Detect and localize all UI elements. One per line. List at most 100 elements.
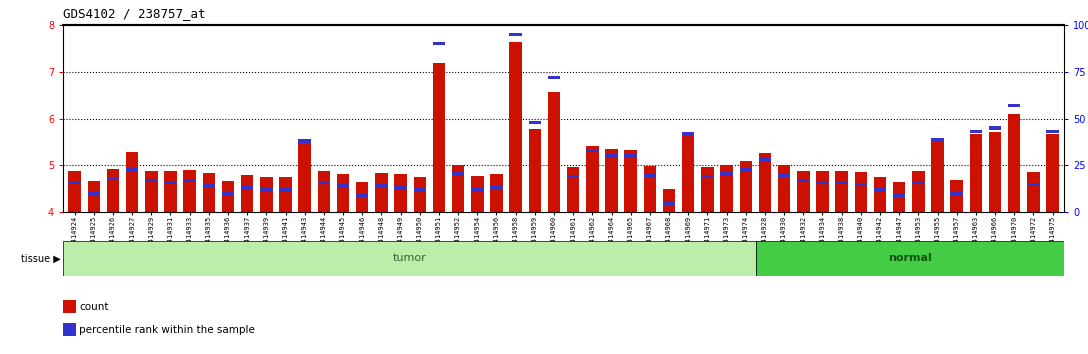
Bar xyxy=(87,181,100,212)
Bar xyxy=(318,181,330,184)
Bar xyxy=(874,177,887,212)
Text: count: count xyxy=(79,302,109,312)
Bar xyxy=(413,188,426,192)
Bar xyxy=(951,180,963,212)
Bar xyxy=(756,241,1064,276)
Bar xyxy=(260,188,273,192)
Bar xyxy=(778,165,790,212)
Bar xyxy=(145,179,158,182)
Bar xyxy=(567,175,580,178)
Bar xyxy=(126,167,138,171)
Bar xyxy=(184,179,196,182)
Bar xyxy=(394,174,407,212)
Bar xyxy=(280,188,292,192)
Bar xyxy=(337,184,349,188)
Bar xyxy=(874,188,887,192)
Bar xyxy=(1027,172,1040,212)
Bar xyxy=(318,171,330,212)
Bar xyxy=(951,192,963,195)
Bar xyxy=(969,134,982,212)
Bar xyxy=(836,171,848,212)
Bar xyxy=(798,179,809,182)
Bar xyxy=(413,177,426,212)
Bar xyxy=(184,170,196,212)
Bar xyxy=(701,167,714,212)
Bar xyxy=(202,184,215,188)
Bar xyxy=(758,153,771,212)
Bar xyxy=(816,171,829,212)
Bar xyxy=(107,169,120,212)
Bar xyxy=(893,194,905,197)
Bar xyxy=(547,92,560,212)
Bar xyxy=(605,154,618,158)
Bar xyxy=(740,161,752,212)
Bar xyxy=(375,184,387,188)
Bar xyxy=(260,177,273,212)
Bar xyxy=(298,139,311,143)
Text: tumor: tumor xyxy=(393,253,426,263)
Bar xyxy=(1047,134,1059,212)
Text: GDS4102 / 238757_at: GDS4102 / 238757_at xyxy=(63,7,206,20)
Bar xyxy=(375,173,387,212)
Bar xyxy=(644,173,656,177)
Bar xyxy=(69,181,81,184)
Text: percentile rank within the sample: percentile rank within the sample xyxy=(79,325,256,335)
Bar xyxy=(280,177,292,212)
Bar xyxy=(854,183,867,186)
Bar xyxy=(471,188,483,192)
Bar xyxy=(931,138,943,212)
Bar xyxy=(740,167,752,171)
Text: tissue ▶: tissue ▶ xyxy=(21,253,61,263)
Bar xyxy=(240,175,254,212)
Bar xyxy=(1007,114,1021,212)
Bar xyxy=(107,177,120,180)
Bar xyxy=(298,139,311,212)
Bar xyxy=(989,132,1001,212)
Bar xyxy=(529,129,541,212)
Bar xyxy=(989,126,1001,130)
Bar xyxy=(509,33,522,36)
Bar xyxy=(433,42,445,45)
Bar xyxy=(491,186,503,190)
Bar xyxy=(547,76,560,79)
Bar xyxy=(663,201,676,205)
Bar xyxy=(912,171,925,212)
Bar xyxy=(222,192,234,195)
Bar xyxy=(586,146,598,212)
Bar xyxy=(778,173,790,177)
Bar xyxy=(433,63,445,212)
Bar xyxy=(893,182,905,212)
Bar xyxy=(164,181,176,184)
Bar xyxy=(202,173,215,212)
Bar xyxy=(69,171,81,212)
Bar xyxy=(394,186,407,190)
Bar xyxy=(682,135,694,212)
Bar xyxy=(854,172,867,212)
Bar xyxy=(625,154,636,158)
Bar xyxy=(758,158,771,161)
Bar xyxy=(63,241,756,276)
Bar xyxy=(912,181,925,184)
Text: normal: normal xyxy=(888,253,932,263)
Bar xyxy=(605,149,618,212)
Bar xyxy=(625,149,636,212)
Bar xyxy=(491,174,503,212)
Bar xyxy=(720,165,733,212)
Bar xyxy=(586,149,598,152)
Bar xyxy=(452,171,465,175)
Bar xyxy=(356,182,369,212)
Bar xyxy=(240,186,254,190)
Bar xyxy=(931,138,943,141)
Bar xyxy=(337,174,349,212)
Bar xyxy=(701,175,714,178)
Bar xyxy=(1007,104,1021,107)
Bar xyxy=(529,121,541,124)
Bar xyxy=(452,165,465,212)
Bar xyxy=(798,171,809,212)
Bar xyxy=(663,189,676,212)
Bar xyxy=(816,181,829,184)
Bar xyxy=(222,181,234,212)
Bar xyxy=(126,152,138,212)
Bar xyxy=(720,171,733,175)
Bar xyxy=(164,171,176,212)
